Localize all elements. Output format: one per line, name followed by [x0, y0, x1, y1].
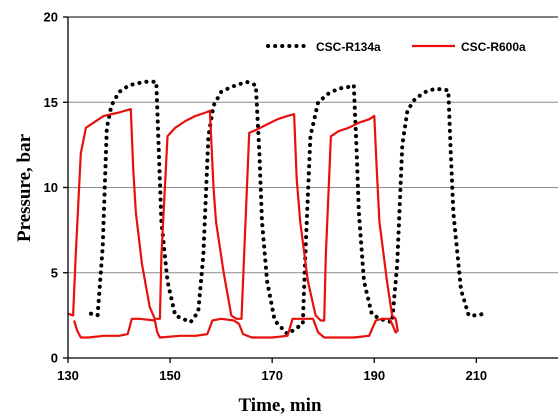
grid	[68, 101, 558, 274]
x-tick-label-150: 150	[159, 368, 181, 383]
series-line-csc-r134a	[89, 79, 489, 337]
series-line-csc-r600a	[67, 108, 399, 339]
plot-area	[67, 79, 489, 339]
x-tick-labels: 130 150 170 190 210	[57, 368, 487, 383]
legend-label-csc-r134a: CSC-R134a	[316, 40, 381, 54]
y-tick-label-10: 10	[44, 180, 58, 195]
y-tick-label-15: 15	[44, 95, 58, 110]
x-tick-label-130: 130	[57, 368, 79, 383]
legend-label-csc-r600a: CSC-R600a	[461, 40, 526, 54]
axes	[63, 16, 558, 363]
x-tick-label-170: 170	[261, 368, 283, 383]
y-tick-labels: 0 5 10 15 20	[44, 10, 58, 366]
x-axis-title: Time, min	[238, 395, 321, 416]
y-tick-label-20: 20	[44, 10, 58, 25]
x-tick-label-210: 210	[465, 368, 487, 383]
y-axis-title: Pressure, bar	[14, 133, 35, 242]
x-tick-label-190: 190	[363, 368, 385, 383]
legend: CSC-R134a CSC-R600a	[266, 40, 526, 54]
y-tick-label-0: 0	[51, 351, 58, 366]
y-tick-label-5: 5	[51, 265, 58, 280]
